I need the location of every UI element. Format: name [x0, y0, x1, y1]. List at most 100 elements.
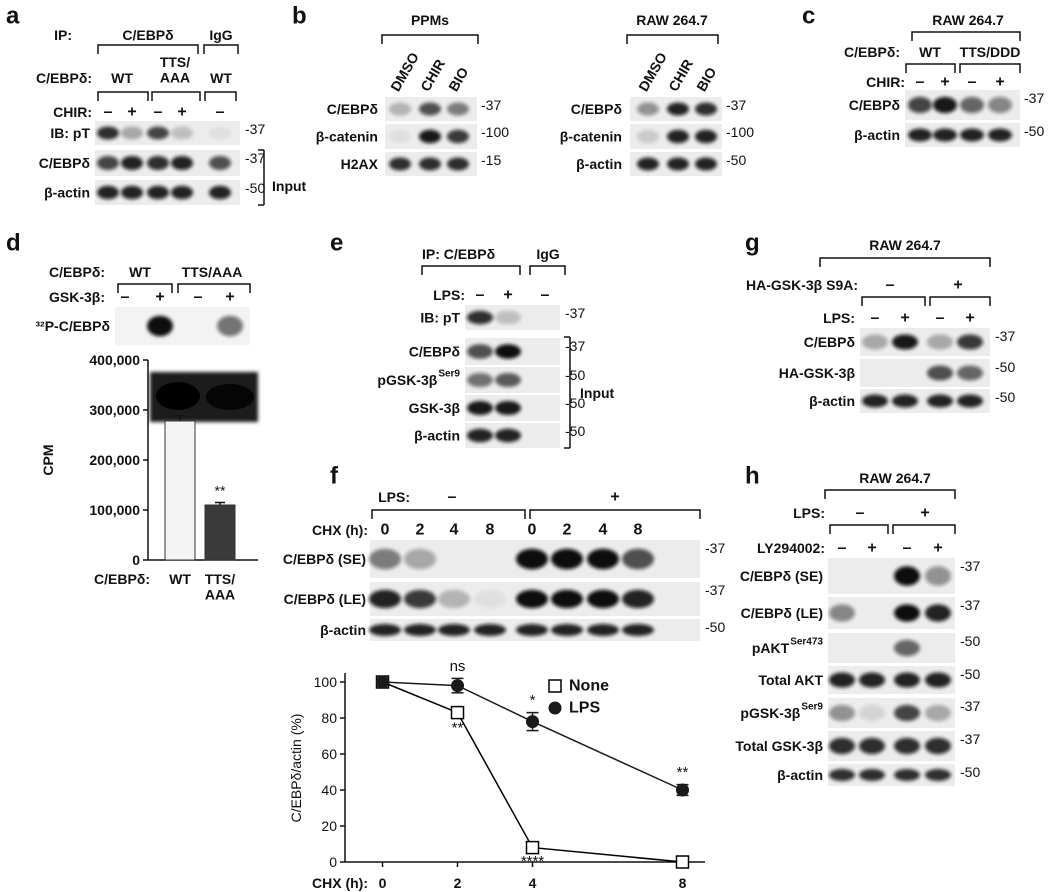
label: TTS/DDD [960, 44, 1021, 60]
panel-letter: a [6, 3, 20, 30]
band [667, 157, 689, 171]
label: – [856, 505, 865, 522]
size-marker: -50 [960, 666, 980, 682]
point [451, 679, 464, 693]
y-tick-label: 0 [329, 854, 337, 870]
lane-label: – [154, 104, 163, 121]
band [859, 769, 885, 781]
y-tick-label: 20 [321, 818, 337, 834]
band [147, 315, 173, 337]
band [404, 624, 436, 636]
size-marker: -50 [705, 619, 725, 635]
size-marker: -37 [565, 338, 585, 354]
band [467, 428, 493, 443]
lane-label: CHIR [417, 56, 448, 94]
row-label: C/EBPδ [804, 334, 855, 350]
band [419, 102, 441, 116]
band [892, 334, 918, 350]
lane-label: CHIR [665, 56, 696, 94]
bracket [911, 31, 1021, 41]
row-label: β-catenin [316, 129, 378, 145]
size-marker: -37 [995, 328, 1015, 344]
row-label: C/EBPδ [409, 344, 460, 360]
lane-label: – [968, 74, 977, 91]
band [171, 185, 193, 200]
label: C/EBPδ: [49, 264, 105, 280]
band [495, 372, 521, 388]
bracket [177, 283, 251, 293]
row-label: C/EBPδ [849, 97, 900, 113]
band [933, 128, 957, 142]
panel-letter: c [802, 3, 815, 30]
band [389, 102, 411, 116]
band [695, 157, 717, 171]
band [894, 704, 920, 722]
group-title: RAW 264.7 [636, 12, 708, 28]
band [894, 639, 920, 657]
label: IP: [54, 27, 72, 43]
band [419, 157, 441, 171]
lane-label: 8 [634, 522, 643, 539]
label: CHX (h): [312, 522, 368, 538]
bracket [929, 296, 991, 306]
band [829, 604, 855, 622]
bracket [892, 524, 956, 534]
lane-label: – [194, 289, 203, 306]
y-axis-label: CPM [40, 444, 56, 475]
band [862, 394, 888, 408]
band [587, 589, 619, 609]
bracket [861, 296, 926, 306]
size-marker: -37 [960, 731, 980, 747]
band [957, 394, 983, 408]
lane-label: + [940, 74, 949, 91]
y-tick-label: 100 [314, 674, 338, 690]
band [474, 624, 506, 636]
row-label: C/EBPδ [571, 101, 622, 117]
band [447, 129, 469, 144]
label: HA-GSK-3β S9A: [746, 277, 858, 293]
panel-letter: h [745, 463, 760, 490]
lane-label: + [503, 287, 512, 304]
label: + [610, 489, 619, 506]
band [97, 155, 119, 171]
row-label: H2AX [341, 156, 379, 172]
row-label: C/EBPδ (LE) [284, 591, 366, 607]
row-label: pGSK-3β [740, 705, 800, 721]
series-line [382, 681, 683, 863]
band [369, 589, 401, 609]
label: WT [111, 70, 133, 86]
band [925, 704, 951, 722]
panel-letter: d [6, 230, 21, 257]
band [389, 157, 411, 171]
band [908, 96, 932, 114]
y-tick-label: 80 [321, 710, 337, 726]
label: IgG [209, 27, 232, 43]
size-marker: -37 [1024, 90, 1044, 106]
lane-label: DMSO [635, 50, 670, 94]
band [894, 604, 920, 622]
band [495, 310, 521, 325]
band [667, 129, 689, 144]
bracket [204, 91, 237, 101]
row-label: HA-GSK-3β [779, 365, 856, 381]
significance: ns [450, 658, 466, 675]
band [419, 129, 441, 144]
label: LPS: [793, 505, 825, 521]
bracket [829, 524, 889, 534]
size-marker: -50 [995, 359, 1015, 375]
band [960, 128, 984, 142]
band [894, 737, 920, 755]
size-marker: -37 [245, 150, 265, 166]
label: LPS: [378, 489, 410, 505]
label: + [920, 505, 929, 522]
band [637, 157, 659, 171]
legend-symbol [548, 679, 562, 693]
lane-label: 0 [381, 522, 390, 539]
lane-label: 8 [486, 522, 495, 539]
bracket [97, 44, 199, 54]
significance: * [530, 692, 536, 709]
band [147, 185, 169, 200]
lane-label: 4 [450, 522, 459, 539]
band [925, 566, 951, 586]
x-axis-label: C/EBPδ: [94, 571, 150, 587]
